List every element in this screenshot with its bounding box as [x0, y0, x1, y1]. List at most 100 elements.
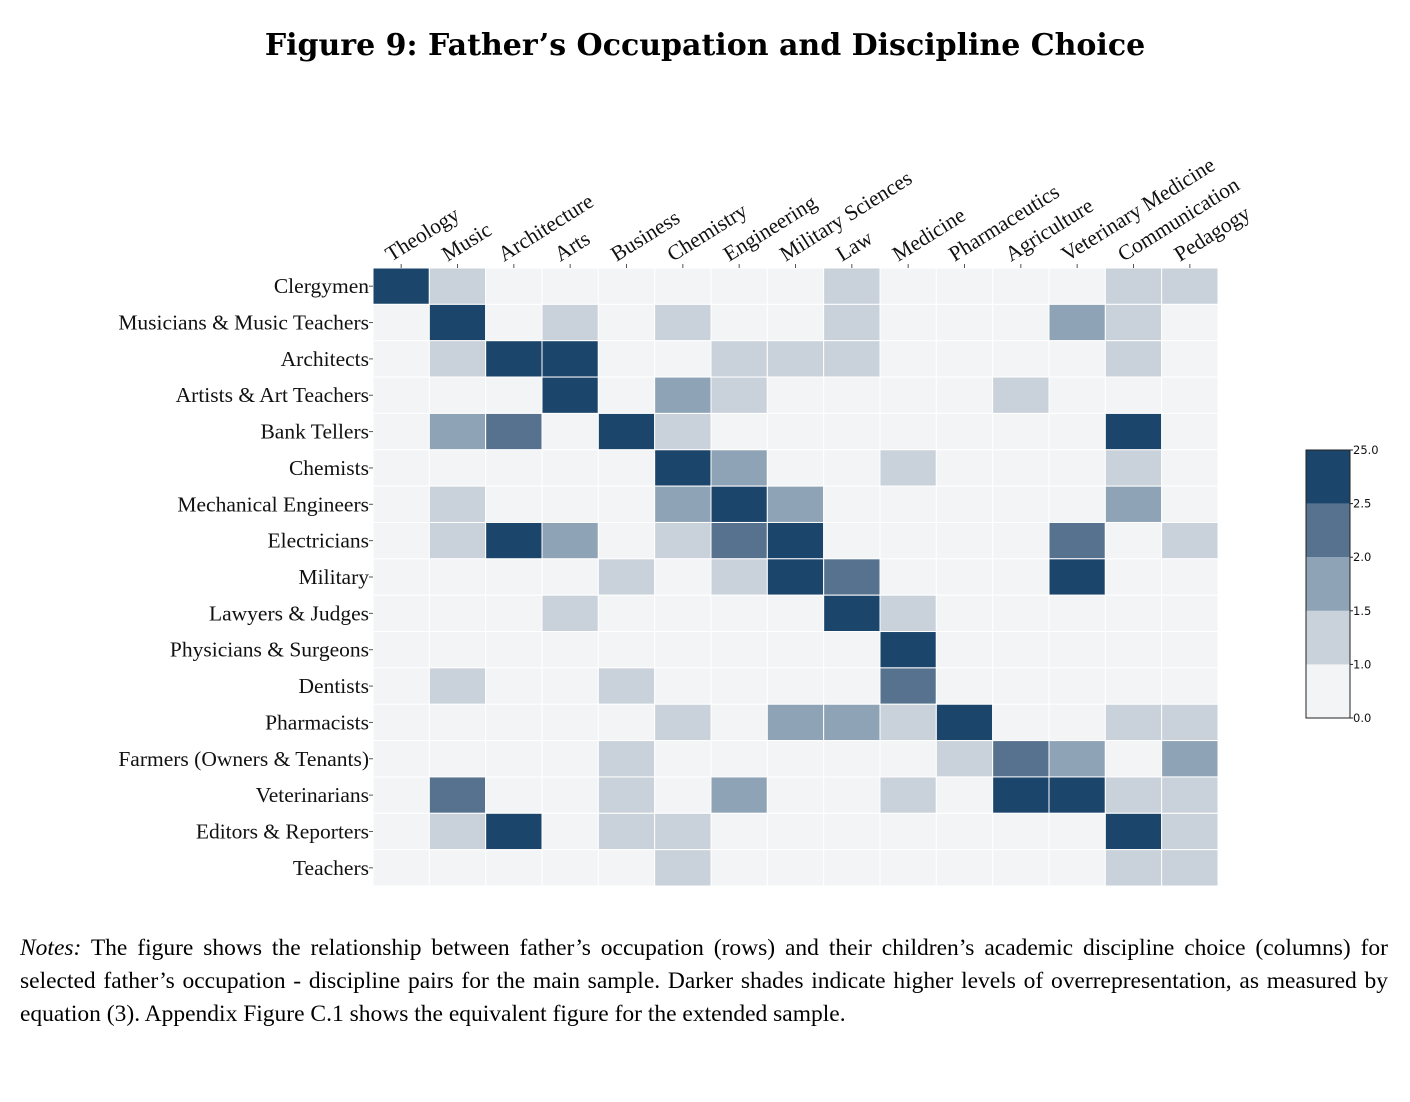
heatmap-cell [1048, 521, 1106, 560]
heatmap-cell [710, 303, 768, 342]
heatmap-cell [485, 703, 543, 742]
heatmap-cell [485, 776, 543, 814]
heatmap-cell [654, 412, 712, 451]
heatmap-cell [1104, 376, 1163, 414]
heatmap-cell [654, 376, 712, 414]
heatmap-cell [710, 667, 768, 705]
heatmap-cell [766, 303, 825, 342]
heatmap-cell [879, 340, 937, 378]
heatmap-cell [992, 849, 1050, 887]
colorbar-tick-label: 25.0 [1353, 443, 1379, 457]
heatmap-cell [1104, 340, 1163, 378]
notes-label: Notes: [20, 935, 82, 961]
row-label: Veterinarians [256, 783, 369, 807]
heatmap-cell [879, 594, 937, 633]
heatmap-cell [372, 376, 430, 414]
heatmap-cell [372, 667, 430, 705]
heatmap-cell [654, 267, 712, 305]
heatmap-cell [428, 776, 487, 814]
heatmap-cell [1161, 776, 1219, 814]
heatmap-cell [935, 449, 994, 487]
heatmap-cell [935, 376, 994, 414]
heatmap-cell [1161, 267, 1219, 305]
heatmap-cell [1048, 594, 1106, 633]
heatmap-cell [1104, 412, 1163, 451]
heatmap-cell [1048, 449, 1106, 487]
heatmap-cell [654, 594, 712, 633]
heatmap-cell [766, 849, 825, 887]
heatmap-cell [372, 594, 430, 633]
colorbar-tick-label: 2.5 [1353, 497, 1371, 511]
heatmap-cell [541, 521, 599, 560]
heatmap-cell [823, 558, 881, 596]
heatmap-cell [597, 740, 656, 778]
heatmap-cell [485, 631, 543, 669]
heatmap-cell [1048, 485, 1106, 523]
heatmap-cell [766, 376, 825, 414]
heatmap-cell [1104, 449, 1163, 487]
heatmap-cell [597, 521, 656, 560]
heatmap-cell [597, 594, 656, 633]
heatmap-cell [428, 485, 487, 523]
heatmap-cell [485, 340, 543, 378]
heatmap-cell [372, 521, 430, 560]
heatmap-cell [541, 740, 599, 778]
heatmap-cell [1161, 558, 1219, 596]
heatmap-cell [1104, 812, 1163, 851]
heatmap-cell [372, 776, 430, 814]
heatmap-cell [935, 631, 994, 669]
heatmap-cell [541, 376, 599, 414]
heatmap-cell [823, 521, 881, 560]
colorbar-segment [1306, 664, 1350, 718]
heatmap-cell [766, 340, 825, 378]
heatmap-cell [766, 740, 825, 778]
heatmap-cell [597, 449, 656, 487]
heatmap-cell [485, 303, 543, 342]
heatmap-cell [654, 449, 712, 487]
heatmap-cell [1161, 412, 1219, 451]
heatmap-cell [485, 376, 543, 414]
heatmap-cell [710, 703, 768, 742]
heatmap-cell [541, 267, 599, 305]
heatmap-cell [372, 340, 430, 378]
heatmap-cell [485, 849, 543, 887]
heatmap-cell [766, 267, 825, 305]
row-label: Editors & Reporters [196, 819, 369, 843]
heatmap-cell [485, 740, 543, 778]
heatmap-cell [1104, 631, 1163, 669]
heatmap-cell [766, 485, 825, 523]
heatmap-cell [428, 703, 487, 742]
heatmap-cell [935, 558, 994, 596]
colorbar-tick-label: 2.0 [1353, 550, 1371, 564]
heatmap-cell [823, 485, 881, 523]
heatmap-cell [823, 703, 881, 742]
heatmap-cell [710, 594, 768, 633]
heatmap-cell [428, 521, 487, 560]
heatmap-cell [823, 849, 881, 887]
heatmap-cell [1161, 376, 1219, 414]
row-label: Artists & Art Teachers [176, 383, 369, 407]
heatmap-cell [1161, 631, 1219, 669]
heatmap-cell [935, 267, 994, 305]
heatmap-cell [992, 340, 1050, 378]
heatmap-cell [710, 558, 768, 596]
heatmap-chart: Clergymen Musicians & Music Teachers Archi… [118, 153, 1379, 887]
heatmap-cell [428, 631, 487, 669]
heatmap-cell [1161, 340, 1219, 378]
heatmap-cell [541, 594, 599, 633]
heatmap-cell [654, 521, 712, 560]
heatmap-cell [823, 303, 881, 342]
heatmap-cell [992, 776, 1050, 814]
heatmap-cell [1161, 521, 1219, 560]
heatmap-cell [1048, 340, 1106, 378]
heatmap-cell [1104, 776, 1163, 814]
heatmap-cell [710, 521, 768, 560]
heatmap-cell [879, 558, 937, 596]
heatmap-cell [428, 340, 487, 378]
heatmap-cell [879, 667, 937, 705]
heatmap-cell [823, 776, 881, 814]
heatmap-cell [1161, 485, 1219, 523]
heatmap-cell [935, 303, 994, 342]
chart-title: Figure 9: Father’s Occupation and Discip… [264, 28, 1146, 63]
heatmap-cell [992, 558, 1050, 596]
